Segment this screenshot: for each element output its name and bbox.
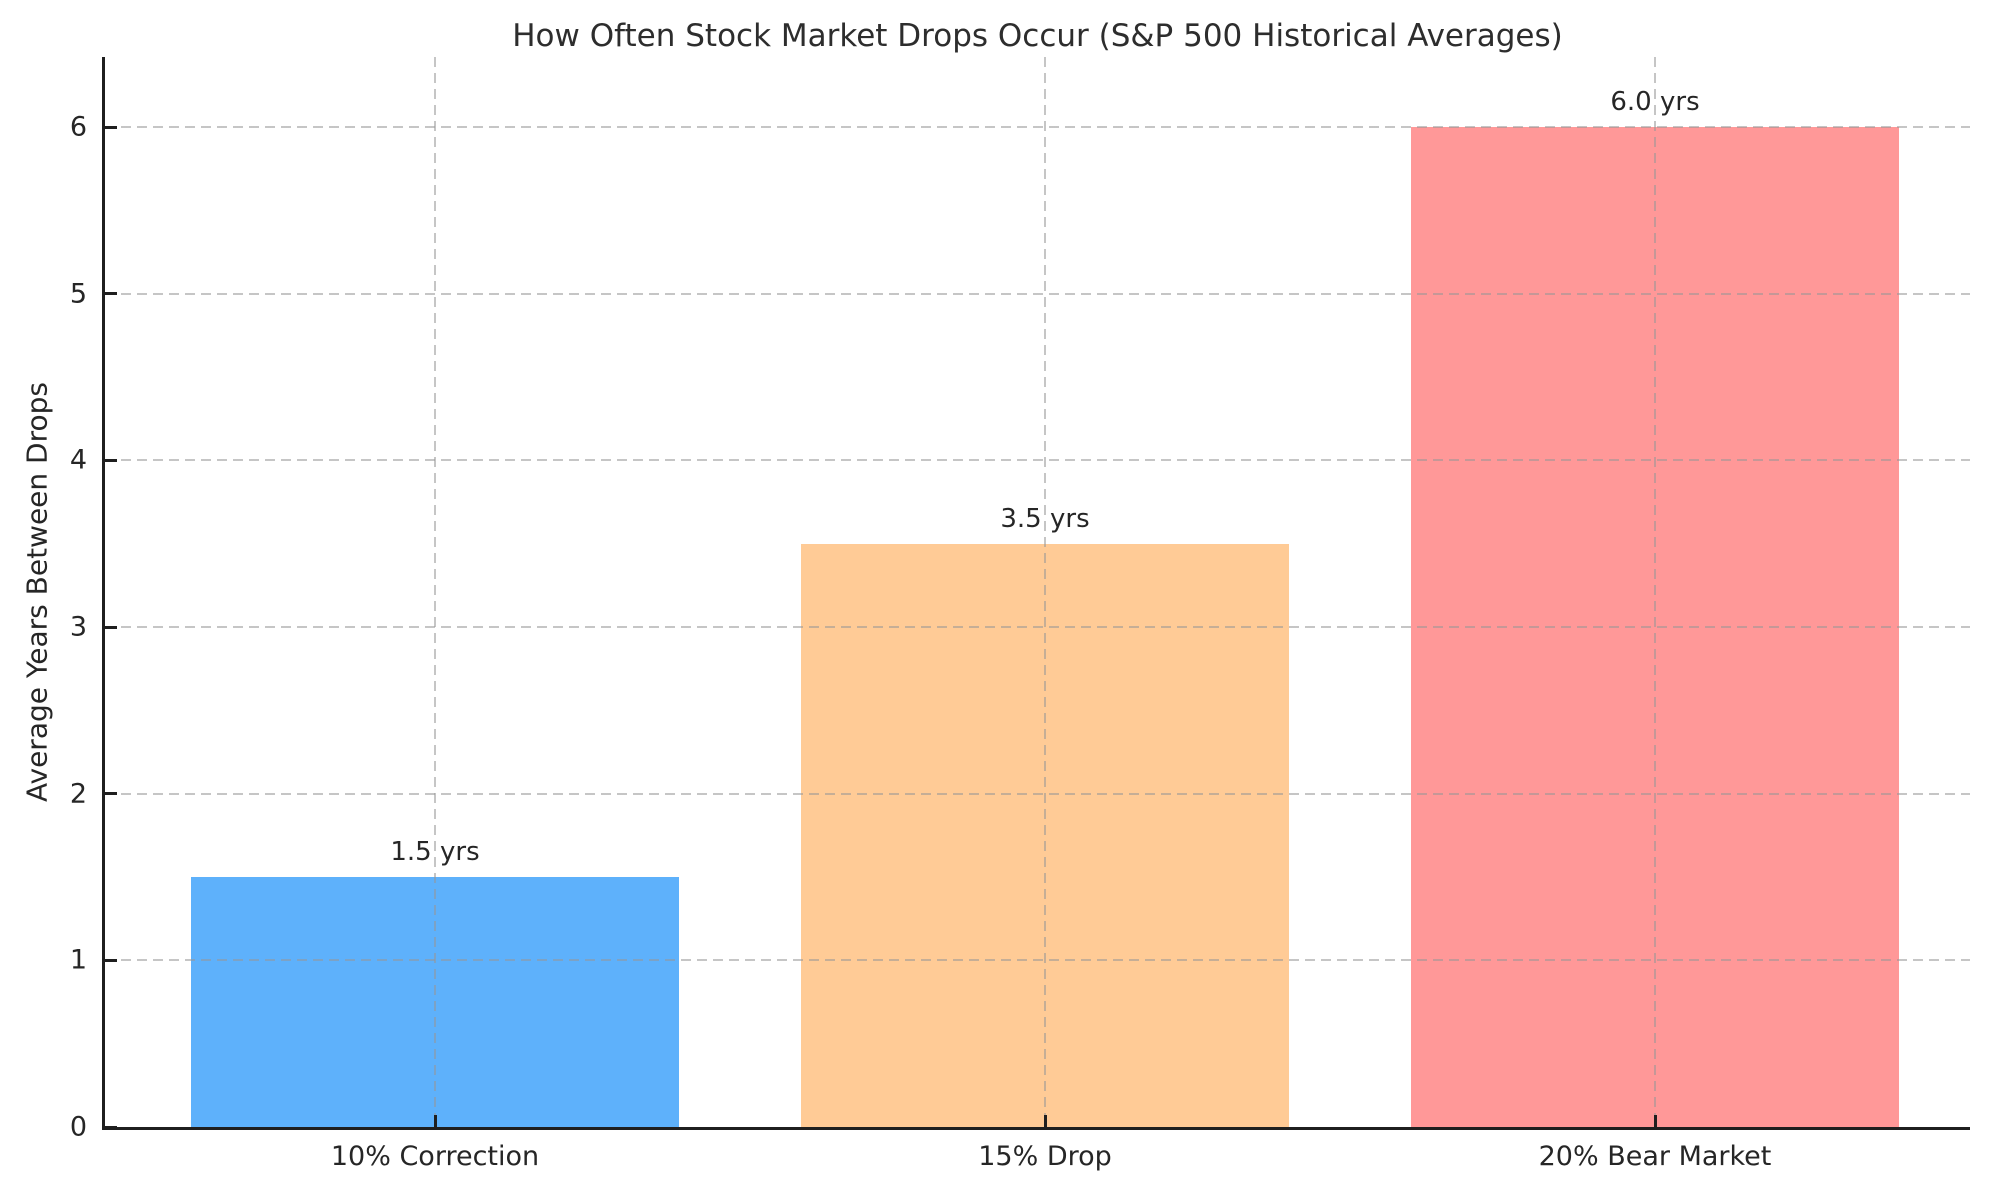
y-tick-label: 4 bbox=[69, 444, 87, 476]
y-tick-label: 0 bbox=[69, 1111, 87, 1143]
gridline-h bbox=[105, 292, 1970, 295]
gridline-v bbox=[1044, 57, 1046, 1127]
chart-title: How Often Stock Market Drops Occur (S&P … bbox=[512, 18, 1563, 54]
gridline-v bbox=[434, 57, 436, 1127]
x-axis-spine bbox=[102, 1127, 1970, 1130]
y-tick-mark bbox=[105, 792, 117, 796]
bar-value-label: 3.5 yrs bbox=[1000, 503, 1090, 534]
y-tick-mark bbox=[105, 125, 117, 129]
y-tick-label: 1 bbox=[69, 944, 87, 976]
gridline-h bbox=[105, 959, 1970, 962]
y-tick-label: 6 bbox=[69, 111, 87, 143]
gridline-h bbox=[105, 792, 1970, 795]
gridline-h bbox=[105, 126, 1970, 128]
y-tick-mark bbox=[105, 458, 117, 462]
gridline-h bbox=[105, 459, 1970, 462]
gridline-v bbox=[1654, 57, 1656, 1127]
x-tick-mark bbox=[1043, 1115, 1047, 1127]
x-tick-label: 15% Drop bbox=[978, 1141, 1112, 1172]
bar-value-label: 6.0 yrs bbox=[1610, 87, 1700, 117]
x-tick-label: 20% Bear Market bbox=[1538, 1141, 1772, 1172]
y-tick-label: 3 bbox=[69, 611, 87, 643]
y-tick-mark bbox=[105, 1125, 117, 1129]
x-tick-mark bbox=[1653, 1115, 1657, 1127]
y-tick-mark bbox=[105, 292, 117, 296]
y-axis-spine bbox=[102, 57, 105, 1130]
y-tick-mark bbox=[105, 958, 117, 962]
x-tick-label: 10% Correction bbox=[330, 1141, 540, 1172]
y-tick-label: 5 bbox=[69, 278, 87, 310]
gridline-h bbox=[105, 626, 1970, 628]
x-tick-mark bbox=[433, 1115, 437, 1127]
y-tick-mark bbox=[105, 625, 117, 629]
y-tick-label: 2 bbox=[69, 778, 87, 810]
y-axis-label: Average Years Between Drops bbox=[20, 381, 54, 803]
bar-value-label: 1.5 yrs bbox=[390, 837, 480, 867]
